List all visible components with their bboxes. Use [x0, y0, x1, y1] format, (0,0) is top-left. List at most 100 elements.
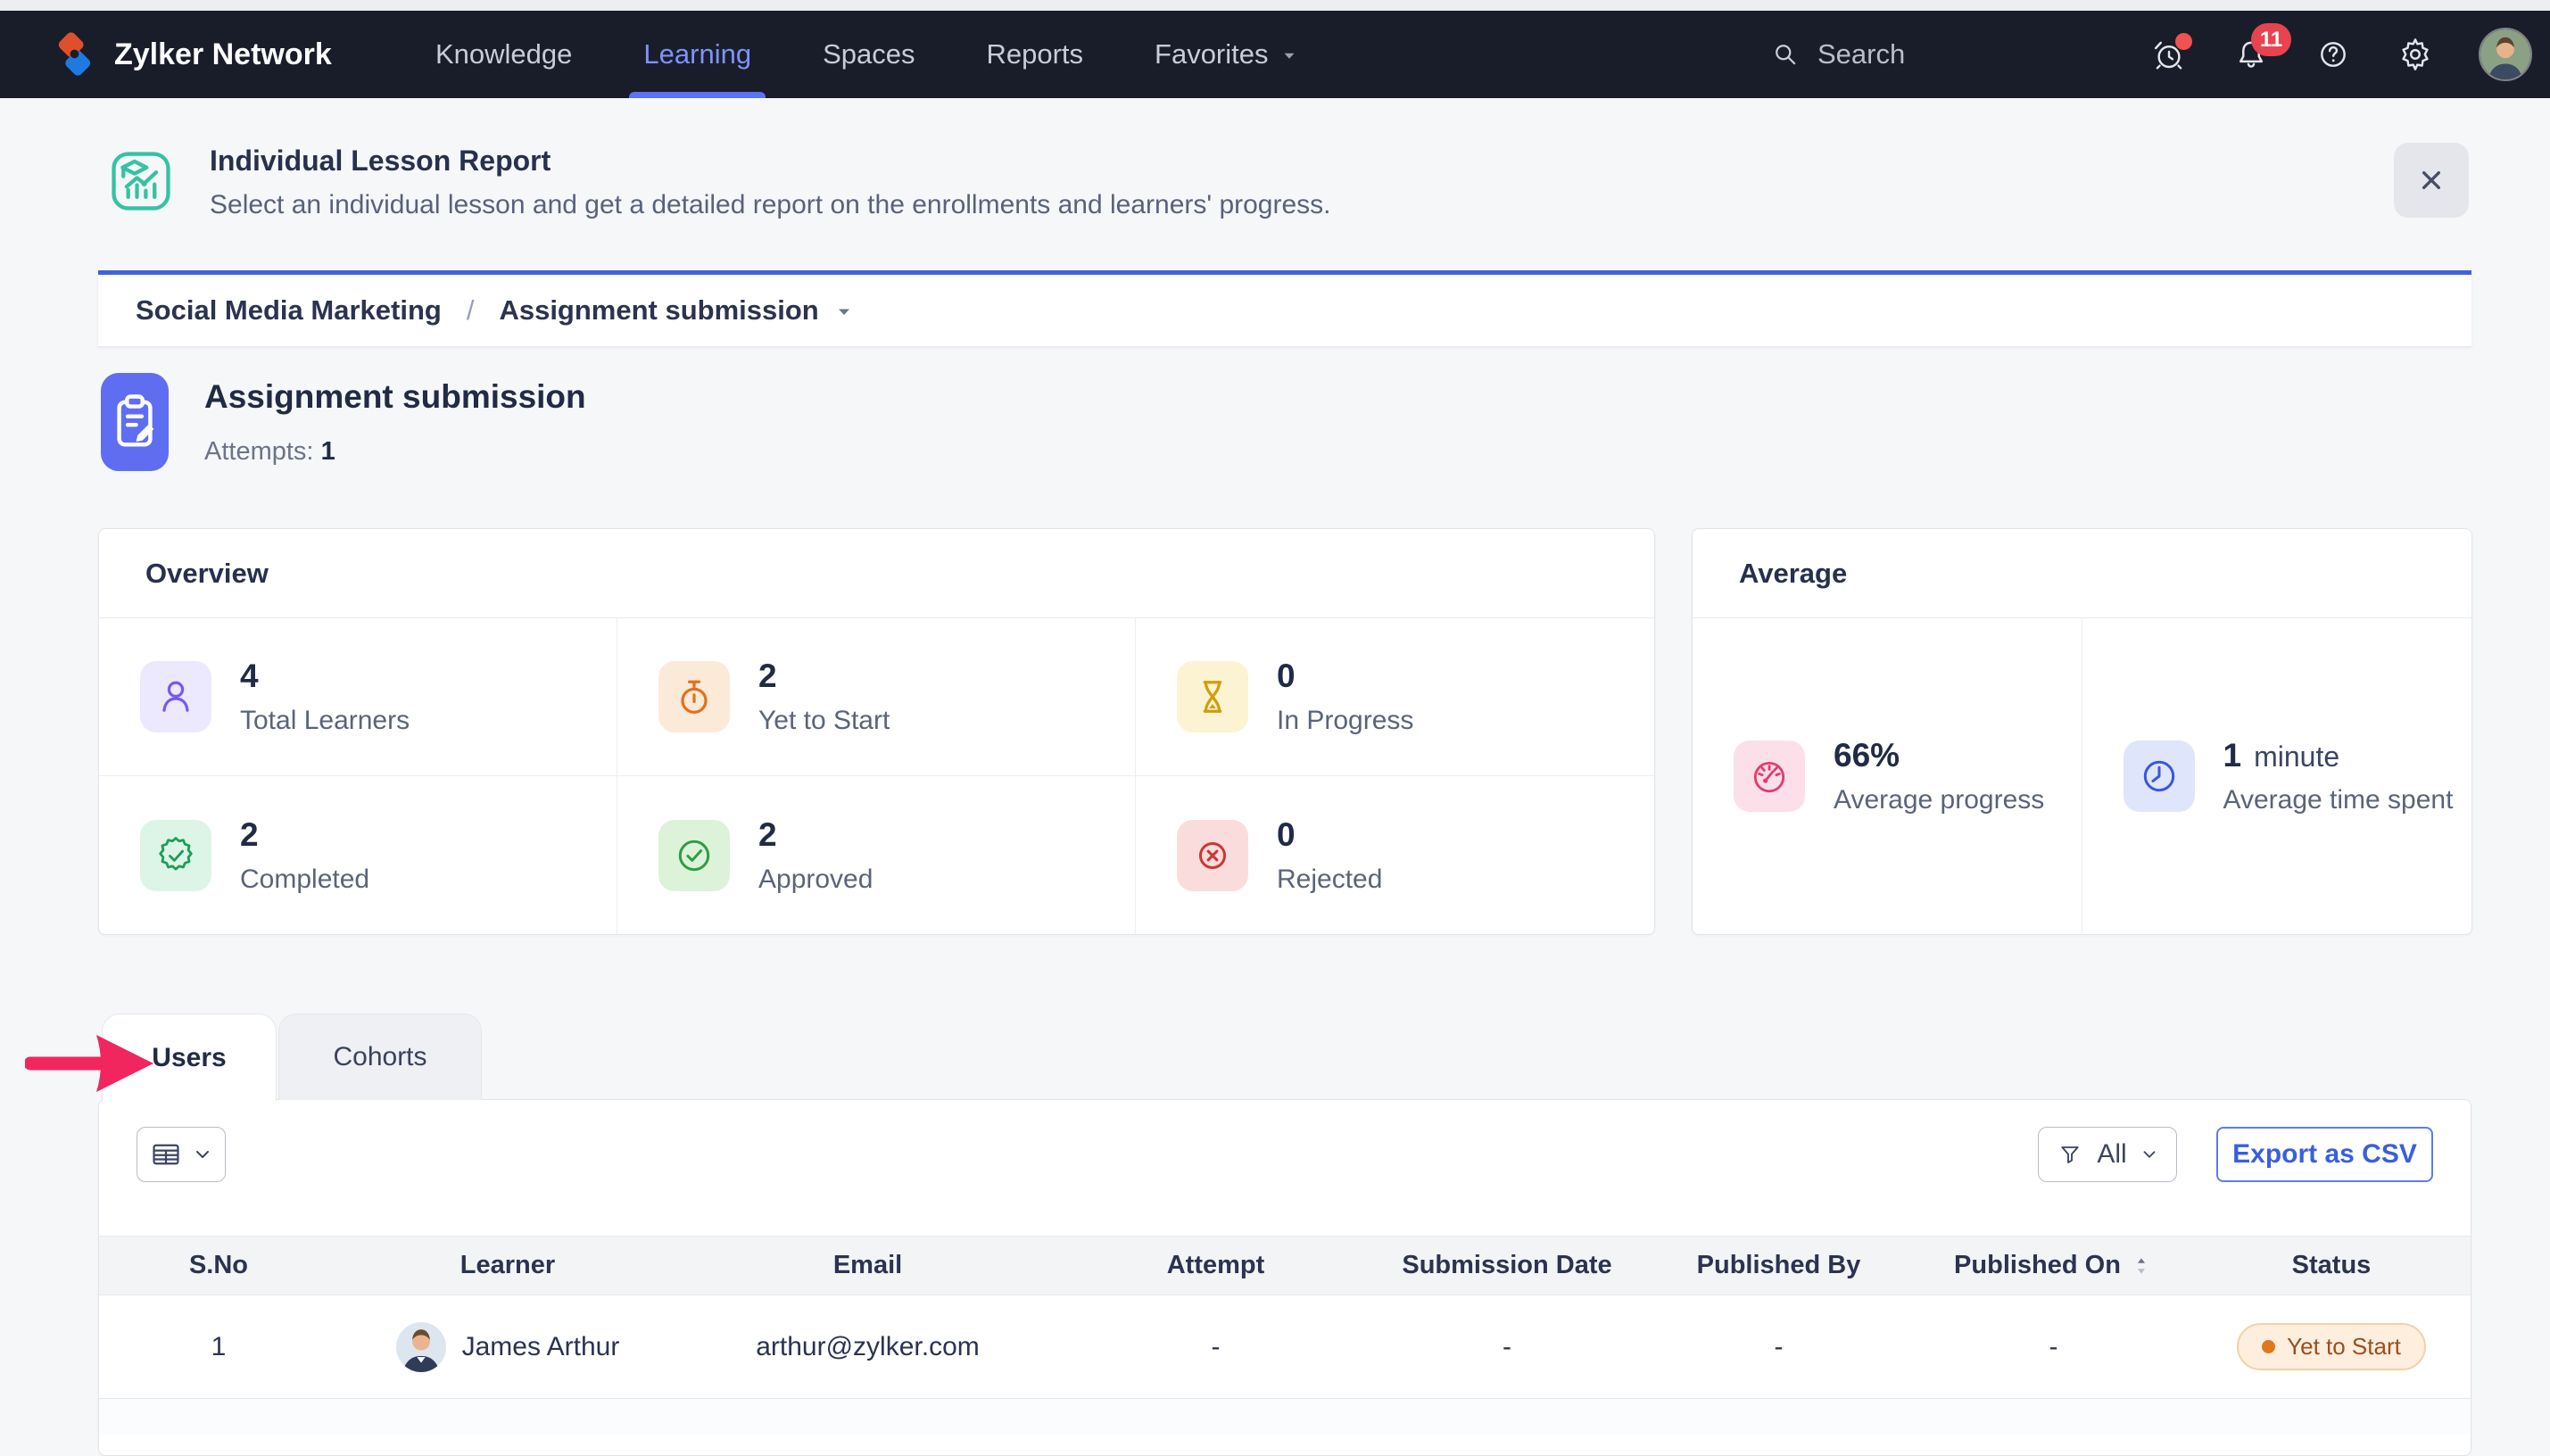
nav-item-learning[interactable]: Learning — [643, 11, 751, 98]
stat-label: Average time spent — [2223, 785, 2454, 815]
help-icon[interactable] — [2314, 36, 2352, 73]
stat-yet-to-start: 2Yet to Start — [617, 618, 1136, 776]
average-stats: 66%Average progress1minuteAverage time s… — [1693, 618, 2471, 934]
nav-item-favorites[interactable]: Favorites — [1155, 11, 1298, 98]
brand[interactable]: Zylker Network — [52, 11, 332, 98]
alarm-icon[interactable] — [2150, 36, 2188, 73]
nav-item-label: Spaces — [823, 38, 915, 70]
nav-item-label: Favorites — [1155, 38, 1268, 70]
search-trigger[interactable]: Search — [1769, 11, 1905, 98]
learner-name[interactable]: James Arthur — [462, 1332, 620, 1362]
user-icon — [140, 661, 211, 732]
stat-number: 1 — [2223, 737, 2242, 774]
stat-number: 0 — [1277, 816, 1296, 854]
stat-number: 2 — [758, 658, 777, 695]
stat-text: 4Total Learners — [240, 658, 410, 736]
filter-icon — [2056, 1140, 2084, 1169]
column-label: Submission Date — [1402, 1251, 1611, 1280]
stat-total-learners: 4Total Learners — [99, 618, 617, 776]
stat-value: 66% — [1834, 737, 2044, 774]
column-label: Attempt — [1167, 1251, 1265, 1280]
stat-label: In Progress — [1277, 706, 1413, 736]
stat-text: 2Completed — [240, 816, 369, 895]
chevron-down-icon[interactable] — [833, 302, 855, 323]
column-label: Status — [2292, 1251, 2372, 1280]
column-header-email[interactable]: Email — [677, 1251, 1058, 1280]
submission-date-cell-value: - — [1503, 1332, 1511, 1362]
report-header: Individual Lesson Report Select an indiv… — [103, 141, 1331, 221]
table-row[interactable]: 1James Arthurarthur@zylker.com----Yet to… — [99, 1295, 2471, 1399]
browser-edge-strip — [0, 0, 2550, 11]
page-title: Individual Lesson Report — [210, 145, 1331, 178]
chevron-down-icon — [2140, 1145, 2159, 1164]
chevron-down-icon — [192, 1144, 213, 1165]
column-header-status[interactable]: Status — [2190, 1251, 2471, 1280]
status-cell: Yet to Start — [2190, 1323, 2471, 1370]
sno-cell-value: 1 — [211, 1332, 227, 1362]
nav-item-reports[interactable]: Reports — [986, 11, 1083, 98]
stat-value: 4 — [240, 658, 410, 695]
breadcrumb-lesson-dropdown[interactable]: Assignment submission — [499, 294, 818, 327]
page-description: Select an individual lesson and get a de… — [210, 190, 1331, 220]
attempt-cell: - — [1058, 1332, 1373, 1362]
column-header-s-no[interactable]: S.No — [99, 1251, 338, 1280]
column-label: Email — [833, 1251, 902, 1280]
sno-cell: 1 — [99, 1332, 338, 1362]
column-label: Learner — [460, 1251, 555, 1280]
assignment-clipboard-icon — [101, 373, 169, 471]
close-button[interactable] — [2394, 143, 2469, 218]
column-header-published-by[interactable]: Published By — [1641, 1251, 1917, 1280]
hourglass-icon-glyph — [1189, 674, 1236, 720]
hourglass-icon — [1177, 661, 1248, 732]
notification-badge: 11 — [2251, 23, 2291, 56]
filter-button[interactable]: All — [2038, 1127, 2177, 1182]
stat-value: 0 — [1277, 816, 1382, 854]
next-row-edge — [99, 1399, 2471, 1435]
settings-gear-icon[interactable] — [2397, 36, 2434, 73]
stat-text: 1 minute Average time spent — [2223, 737, 2454, 815]
column-header-attempt[interactable]: Attempt — [1058, 1251, 1373, 1280]
alarm-alert-dot — [2175, 33, 2192, 50]
email-cell-value: arthur@zylker.com — [756, 1332, 980, 1362]
learner-cell: James Arthur — [338, 1322, 677, 1372]
tab-cohorts[interactable]: Cohorts — [278, 1013, 482, 1100]
stat-unit: minute — [2254, 740, 2339, 774]
column-label: Published On — [1954, 1251, 2121, 1280]
table-toolbar: All Export as CSV — [99, 1100, 2471, 1182]
stat-number: 4 — [240, 658, 259, 695]
user-avatar[interactable] — [2479, 28, 2532, 81]
stat-number: 0 — [1277, 658, 1296, 695]
clock-icon — [2124, 740, 2195, 812]
column-header-submission-date[interactable]: Submission Date — [1373, 1251, 1641, 1280]
breadcrumb: Social Media Marketing / Assignment subm… — [98, 270, 2471, 347]
nav-item-label: Learning — [643, 38, 751, 70]
export-csv-button[interactable]: Export as CSV — [2216, 1127, 2433, 1182]
nav-item-label: Knowledge — [435, 38, 572, 70]
column-header-published-on[interactable]: Published On — [1917, 1251, 2190, 1280]
stat-approved: 2Approved — [617, 776, 1136, 934]
overview-card: Overview 4Total Learners2Yet to Start0In… — [98, 528, 1655, 935]
column-header-learner[interactable]: Learner — [338, 1251, 677, 1280]
stat-number: 66% — [1834, 737, 1900, 774]
nav-item-knowledge[interactable]: Knowledge — [435, 11, 572, 98]
top-navbar: Zylker Network Knowledge Learning Spaces Re… — [0, 11, 2550, 98]
column-label: Published By — [1697, 1251, 1861, 1280]
column-picker-button[interactable] — [137, 1127, 226, 1182]
sort-icon[interactable] — [2130, 1254, 2153, 1278]
stat-text: 2Approved — [758, 816, 873, 895]
stat-average-time-spent: 1 minute Average time spent — [2082, 618, 2472, 934]
stat-text: 0 In Progress — [1277, 658, 1413, 736]
export-label: Export as CSV — [2232, 1139, 2417, 1170]
table-header: S.No Learner Email Attempt Submission Date Pu… — [99, 1236, 2471, 1295]
breadcrumb-separator: / — [467, 294, 475, 327]
brand-name: Zylker Network — [114, 37, 332, 72]
table-body: 1James Arthurarthur@zylker.com----Yet to… — [99, 1295, 2471, 1399]
stat-value: 0 — [1277, 658, 1413, 695]
breadcrumb-course[interactable]: Social Media Marketing — [136, 294, 442, 327]
nav-item-spaces[interactable]: Spaces — [823, 11, 915, 98]
column-label: S.No — [189, 1251, 248, 1280]
table-columns-icon — [149, 1138, 183, 1171]
bell-icon[interactable]: 11 — [2232, 36, 2270, 73]
stat-value: 2 — [758, 816, 873, 854]
attempts-value: 1 — [321, 437, 335, 466]
